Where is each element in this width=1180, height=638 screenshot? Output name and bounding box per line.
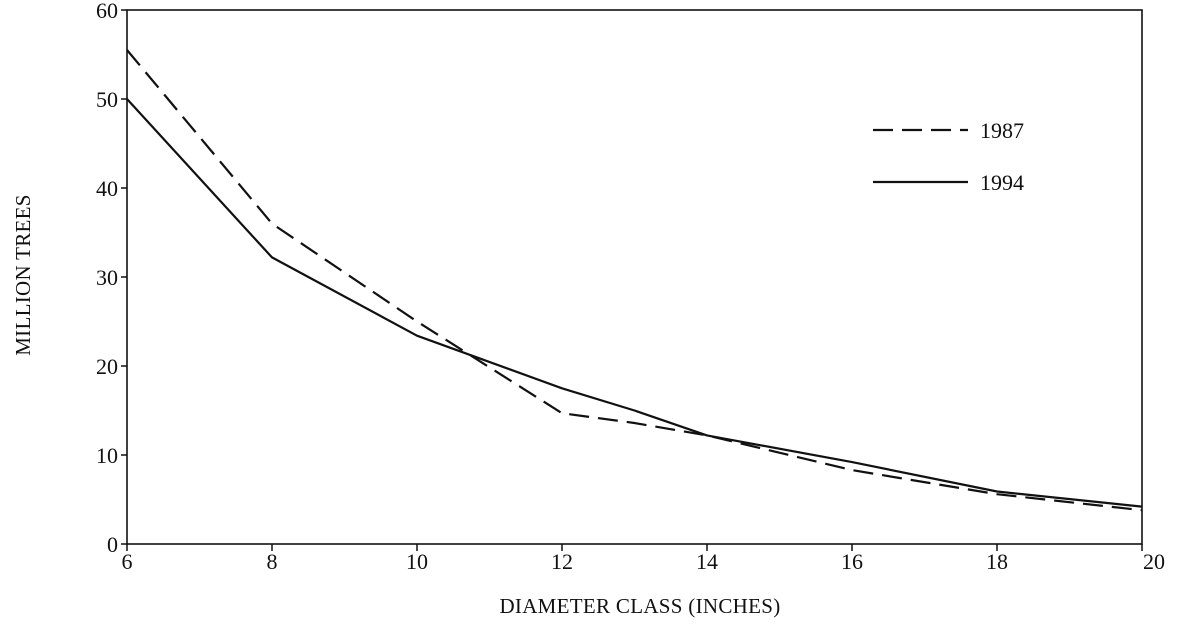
- y-axis-ticks: 0 10 20 30 40 50 60: [96, 0, 127, 557]
- legend: 1987 1994: [873, 118, 1024, 195]
- y-tick-label: 50: [96, 87, 118, 112]
- x-tick-label: 16: [841, 549, 863, 574]
- x-tick-label: 8: [267, 549, 278, 574]
- y-tick-label: 20: [96, 354, 118, 379]
- x-tick-label: 6: [122, 549, 133, 574]
- x-axis-title: DIAMETER CLASS (INCHES): [499, 594, 780, 618]
- y-tick-label: 40: [96, 176, 118, 201]
- plot-area: [126, 9, 1143, 545]
- x-tick-label: 12: [551, 549, 573, 574]
- x-tick-label: 18: [986, 549, 1008, 574]
- y-tick-label: 10: [96, 443, 118, 468]
- y-tick-label: 60: [96, 0, 118, 23]
- y-tick-label: 30: [96, 265, 118, 290]
- series-layer: [126, 49, 1143, 512]
- y-axis-title: MILLION TREES: [11, 194, 35, 356]
- legend-label-1994: 1994: [980, 170, 1024, 195]
- x-tick-label: 14: [696, 549, 718, 574]
- x-tick-label: 10: [406, 549, 428, 574]
- x-axis-ticks: 6 8 10 12 14 16 18 20: [122, 544, 1165, 574]
- plot-frame: [126, 9, 1143, 545]
- x-tick-label: 20: [1143, 549, 1165, 574]
- legend-label-1987: 1987: [980, 118, 1024, 143]
- series-line-1987: [126, 49, 1143, 512]
- y-tick-label: 0: [107, 532, 118, 557]
- series-line-1994: [126, 98, 1143, 508]
